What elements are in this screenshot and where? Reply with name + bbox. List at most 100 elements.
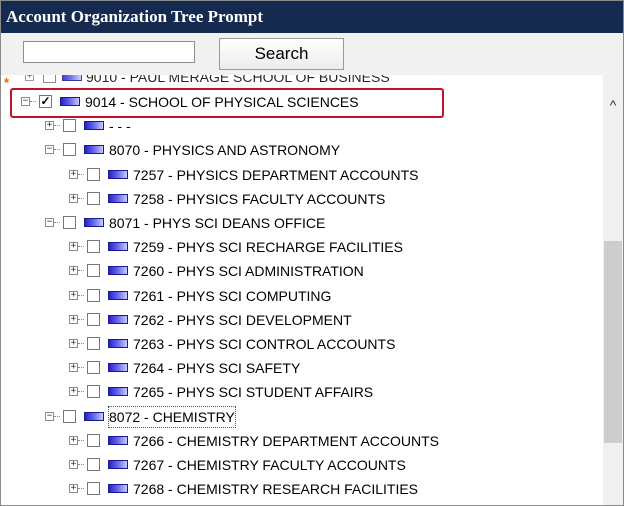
- selection-highlight: [10, 88, 444, 118]
- collapse-icon[interactable]: −: [45, 410, 54, 421]
- scroll-thumb[interactable]: [604, 241, 622, 443]
- tree-row[interactable]: +7263 - PHYS SCI CONTROL ACCOUNTS: [1, 334, 601, 354]
- tree-checkbox[interactable]: ✓: [39, 94, 52, 108]
- tree-row-label[interactable]: 7267 - CHEMISTRY FACULTY ACCOUNTS: [133, 457, 406, 473]
- collapse-icon[interactable]: −: [21, 96, 30, 106]
- expand-icon[interactable]: +: [69, 386, 78, 397]
- tree-row[interactable]: +7264 - PHYS SCI SAFETY: [1, 358, 601, 378]
- tree-checkbox[interactable]: [87, 458, 100, 471]
- tree-row[interactable]: +7267 - CHEMISTRY FACULTY ACCOUNTS: [1, 455, 601, 475]
- tree-checkbox[interactable]: [63, 143, 76, 157]
- tree-connector: [54, 125, 60, 128]
- search-button[interactable]: Search: [219, 38, 344, 70]
- tree-checkbox[interactable]: [87, 385, 100, 399]
- expand-icon[interactable]: +: [69, 338, 78, 348]
- tree-connector: [78, 318, 84, 322]
- tree-row[interactable]: +7265 - PHYS SCI STUDENT AFFAIRS: [1, 382, 601, 402]
- expand-icon[interactable]: +: [69, 289, 78, 300]
- tree-connector: [54, 149, 60, 152]
- expand-icon[interactable]: +: [69, 362, 78, 373]
- collapse-icon[interactable]: −: [45, 144, 54, 155]
- tree-connector: [78, 488, 84, 491]
- tree-connector: [78, 367, 84, 370]
- tree-row[interactable]: − ✓ 9014 - SCHOOL OF PHYSICAL SCIENCES: [1, 92, 601, 112]
- tree-checkbox[interactable]: [87, 264, 100, 278]
- tree-row[interactable]: +7268 - CHEMISTRY RESEARCH FACILITIES: [1, 479, 601, 499]
- tree-connector: [78, 343, 84, 346]
- tree-connector: [78, 294, 84, 298]
- search-input[interactable]: [23, 41, 195, 63]
- tree-row-clipped[interactable]: + 9010 - PAUL MERAGE SCHOOL OF BUSINESS: [1, 75, 601, 87]
- tree-row[interactable]: +7261 - PHYS SCI COMPUTING: [1, 286, 601, 306]
- tree-row-label[interactable]: 9014 - SCHOOL OF PHYSICAL SCIENCES: [85, 94, 359, 110]
- tree-row-label[interactable]: 7268 - CHEMISTRY RESEARCH FACILITIES: [133, 481, 419, 498]
- tree-checkbox[interactable]: [43, 75, 56, 83]
- tree-row-label[interactable]: 7264 - PHYS SCI SAFETY: [133, 360, 301, 377]
- tree-checkbox[interactable]: [87, 240, 100, 254]
- tree-row-label[interactable]: 7263 - PHYS SCI CONTROL ACCOUNTS: [133, 336, 396, 352]
- tree-row-label[interactable]: - - -: [109, 118, 131, 135]
- expand-icon[interactable]: +: [69, 459, 78, 469]
- window-title: Account Organization Tree Prompt: [1, 1, 623, 33]
- folder-icon: [108, 242, 128, 252]
- scroll-up-icon[interactable]: ^: [609, 97, 617, 113]
- folder-icon: [60, 97, 80, 106]
- folder-icon: [108, 387, 128, 397]
- tree-row-label[interactable]: 7261 - PHYS SCI COMPUTING: [133, 287, 332, 304]
- tree-row[interactable]: − 8071 - PHYS SCI DEANS OFFICE: [1, 213, 601, 233]
- tree-row[interactable]: +7262 - PHYS SCI DEVELOPMENT: [1, 310, 601, 330]
- folder-icon: [84, 121, 104, 131]
- tree-row[interactable]: +7266 - CHEMISTRY DEPARTMENT ACCOUNTS: [1, 431, 601, 451]
- folder-icon: [108, 339, 128, 348]
- tree-connector: [78, 246, 84, 249]
- tree-row[interactable]: +7258 - PHYSICS FACULTY ACCOUNTS: [1, 189, 601, 209]
- tree-checkbox[interactable]: [87, 361, 100, 375]
- tree-checkbox[interactable]: [63, 216, 76, 229]
- account-tree: * + 9010 - PAUL MERAGE SCHOOL OF BUSINES…: [1, 75, 603, 505]
- tree-row[interactable]: − 8070 - PHYSICS AND ASTRONOMY: [1, 140, 601, 160]
- expand-icon[interactable]: +: [69, 483, 78, 494]
- tree-checkbox[interactable]: [87, 288, 100, 302]
- expand-icon[interactable]: +: [69, 265, 78, 276]
- vertical-scrollbar[interactable]: ^: [603, 75, 623, 505]
- expand-icon[interactable]: +: [45, 120, 54, 131]
- tree-row[interactable]: +7259 - PHYS SCI RECHARGE FACILITIES: [1, 237, 601, 257]
- expand-icon[interactable]: +: [69, 241, 78, 252]
- expand-icon[interactable]: +: [25, 75, 34, 81]
- tree-row-label[interactable]: 7257 - PHYSICS DEPARTMENT ACCOUNTS: [133, 166, 419, 183]
- tree-checkbox[interactable]: [87, 167, 100, 181]
- expand-icon[interactable]: +: [69, 313, 78, 324]
- expand-icon[interactable]: +: [69, 434, 78, 445]
- tree-row-label[interactable]: 8070 - PHYSICS AND ASTRONOMY: [109, 142, 341, 159]
- collapse-icon[interactable]: −: [45, 217, 54, 227]
- tree-row-label[interactable]: 7258 - PHYSICS FACULTY ACCOUNTS: [133, 190, 386, 207]
- tree-row-label[interactable]: 8072 - CHEMISTRY: [108, 405, 236, 428]
- tree-row[interactable]: + - - -: [1, 116, 601, 136]
- tree-row[interactable]: +7257 - PHYSICS DEPARTMENT ACCOUNTS: [1, 165, 601, 185]
- folder-icon: [84, 411, 104, 421]
- tree-connector: [78, 439, 84, 443]
- tree-row[interactable]: − 8072 - CHEMISTRY: [1, 405, 601, 428]
- tree-checkbox[interactable]: [63, 119, 76, 133]
- folder-icon: [108, 290, 128, 300]
- tree-row-label[interactable]: 8071 - PHYS SCI DEANS OFFICE: [109, 215, 326, 231]
- folder-icon: [108, 484, 128, 494]
- expand-icon[interactable]: +: [69, 192, 78, 203]
- folder-icon: [62, 75, 82, 81]
- tree-row-label[interactable]: 7265 - PHYS SCI STUDENT AFFAIRS: [133, 384, 374, 401]
- tree-checkbox[interactable]: [87, 191, 100, 205]
- tree-row-label[interactable]: 9010 - PAUL MERAGE SCHOOL OF BUSINESS: [86, 75, 390, 85]
- expand-icon[interactable]: +: [69, 168, 78, 179]
- tree-row-label[interactable]: 7259 - PHYS SCI RECHARGE FACILITIES: [133, 239, 403, 256]
- tree-row-label[interactable]: 7260 - PHYS SCI ADMINISTRATION: [133, 263, 364, 280]
- tree-checkbox[interactable]: [87, 312, 100, 326]
- tree-connector: [78, 464, 84, 467]
- tree-checkbox[interactable]: [87, 433, 100, 447]
- tree-checkbox[interactable]: [87, 482, 100, 496]
- tree-checkbox[interactable]: [63, 409, 76, 423]
- tree-row-label[interactable]: 7262 - PHYS SCI DEVELOPMENT: [133, 311, 352, 328]
- tree-checkbox[interactable]: [87, 337, 100, 350]
- tree-row[interactable]: +7260 - PHYS SCI ADMINISTRATION: [1, 261, 601, 281]
- tree-row-label[interactable]: 7266 - CHEMISTRY DEPARTMENT ACCOUNTS: [133, 432, 439, 449]
